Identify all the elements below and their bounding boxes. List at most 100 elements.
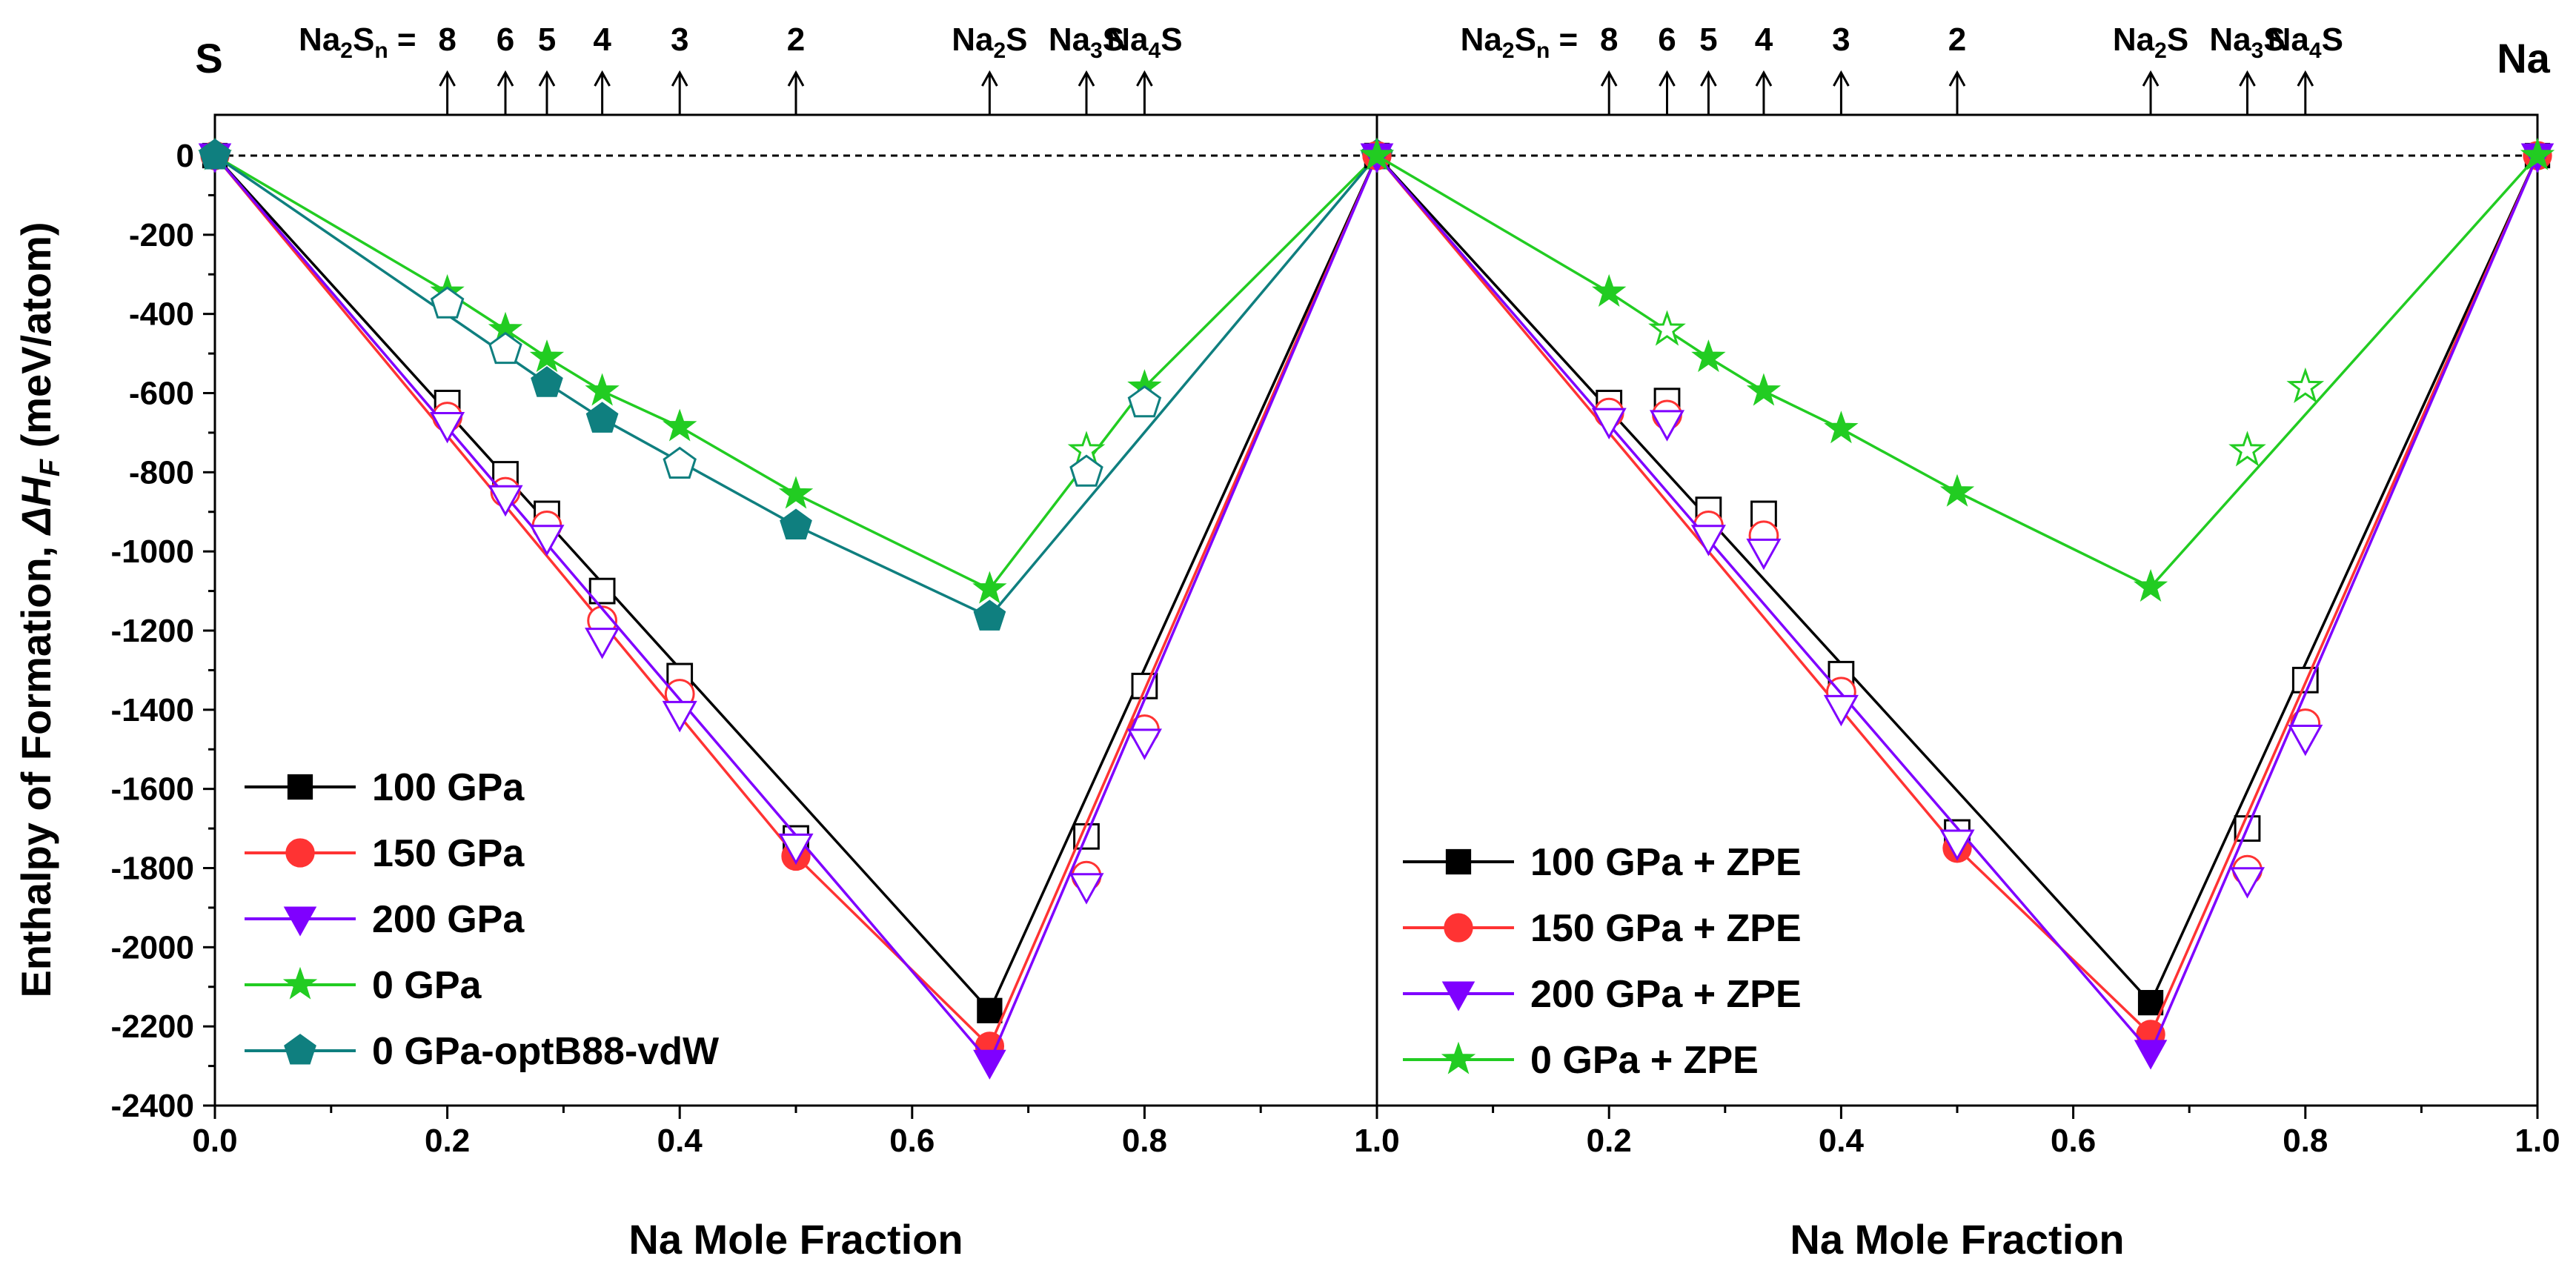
composition-label: 6 xyxy=(1658,21,1676,58)
data-point-metastable xyxy=(1126,728,1162,760)
panel-1-series xyxy=(197,137,1395,1080)
legend-swatch-marker xyxy=(285,838,315,868)
data-point xyxy=(2137,989,2164,1016)
data-point-metastable xyxy=(1648,310,1686,346)
data-point-metastable xyxy=(1127,385,1162,418)
data-point-metastable xyxy=(488,485,523,517)
y-tick-label: -1000 xyxy=(110,534,194,570)
data-point-metastable xyxy=(2229,867,2265,899)
data-point xyxy=(2133,568,2168,602)
x-axis-label: Na Mole Fraction xyxy=(628,1216,963,1263)
composition-label: 4 xyxy=(1755,21,1773,58)
data-point xyxy=(972,571,1007,604)
y-tick-label: -600 xyxy=(129,376,194,412)
legend-swatch-marker xyxy=(282,966,318,1000)
composition-arrowhead xyxy=(981,70,998,87)
data-point xyxy=(1939,473,1975,507)
composition-arrowhead xyxy=(2239,70,2256,87)
legend-swatch-marker xyxy=(1445,848,1472,875)
series-0-gpa xyxy=(197,137,1395,604)
y-tick-label: -2200 xyxy=(110,1008,194,1045)
composition-arrowhead xyxy=(1659,70,1676,87)
data-point-metastable xyxy=(1746,538,1782,571)
x-tick-label: 0.6 xyxy=(889,1123,935,1159)
data-point xyxy=(199,138,231,170)
x-tick-label: 0.8 xyxy=(1122,1123,1167,1159)
y-tick-label: -2000 xyxy=(110,929,194,966)
series-0-gpa-zpe xyxy=(1359,137,2555,602)
composition-arrowhead xyxy=(1755,70,1773,87)
composition-arrowhead xyxy=(787,70,805,87)
composition-arrowhead xyxy=(1833,70,1850,87)
y-tick-label: -1200 xyxy=(110,613,194,649)
legend-label: 150 GPa xyxy=(372,832,525,875)
legend-label: 0 GPa xyxy=(372,964,482,1007)
legend-panel-2: 100 GPa + ZPE 150 GPa + ZPE 200 GPa + ZPE 0… xyxy=(1403,841,1802,1082)
composition-prefix: Na2Sn = xyxy=(299,21,416,63)
data-point-metastable xyxy=(662,700,697,733)
x-axis-label: Na Mole Fraction xyxy=(1790,1216,2124,1263)
x-tick-label: 0.2 xyxy=(1587,1123,1632,1159)
series-line xyxy=(214,154,1378,591)
y-tick-label: -1400 xyxy=(110,692,194,728)
composition-label: 2 xyxy=(787,21,805,58)
composition-label: 6 xyxy=(497,21,514,58)
data-point-metastable xyxy=(2286,367,2325,403)
legend-label: 100 GPa xyxy=(372,766,525,809)
legend-swatch-marker xyxy=(1441,1041,1476,1074)
data-point-metastable xyxy=(2228,431,2266,467)
legend-swatch-marker xyxy=(283,906,317,937)
series-100-gpa xyxy=(202,142,1390,1023)
data-point-metastable xyxy=(585,628,620,659)
y-tick-label: -200 xyxy=(129,217,194,253)
x-tick-label: 0.0 xyxy=(192,1123,237,1159)
x-tick-label: 0.4 xyxy=(1819,1123,1865,1159)
x-axis-panel-1: 0.0 0.2 0.4 0.6 0.8 1.0 Na Mole Fraction xyxy=(192,1106,1400,1263)
y-axis-label: Enthalpy of Formation, ΔHF (meV/atom) xyxy=(13,222,66,997)
composition-arrowhead xyxy=(538,70,556,87)
composition-arrowhead xyxy=(1600,70,1618,87)
composition-arrowhead xyxy=(1700,70,1717,87)
composition-label: Na4S xyxy=(1106,21,1182,63)
y-tick-label: -1600 xyxy=(110,771,194,808)
data-point xyxy=(531,366,563,397)
data-point xyxy=(585,402,619,433)
y-tick-label: 0 xyxy=(176,138,194,174)
legend-label: 100 GPa + ZPE xyxy=(1530,841,1802,884)
data-point-metastable xyxy=(1939,829,1975,861)
composition-label: 3 xyxy=(1832,21,1850,58)
composition-arrowhead xyxy=(1078,70,1095,87)
legend-label: 0 GPa + ZPE xyxy=(1530,1039,1759,1082)
data-point-metastable xyxy=(1823,694,1859,727)
composition-arrowhead xyxy=(2297,70,2314,87)
plot-layer: 0 -200 -400 -600 -800 -1000 -1200 -1400 -1600 -18… xyxy=(13,21,2560,1263)
data-point xyxy=(780,508,812,540)
legend-swatch-marker xyxy=(287,774,313,800)
data-point-metastable xyxy=(2288,724,2323,757)
composition-label: Na4S xyxy=(2268,21,2343,63)
y-axis: 0 -200 -400 -600 -800 -1000 -1200 -1400 -1600 -18… xyxy=(110,138,215,1124)
data-point-metastable xyxy=(430,411,465,444)
data-point-metastable xyxy=(778,833,814,865)
data-point xyxy=(2520,137,2555,170)
x-tick-label: 1.0 xyxy=(2514,1123,2560,1159)
x-tick-label: 0.8 xyxy=(2283,1123,2328,1159)
data-point-metastable xyxy=(663,446,697,479)
data-point xyxy=(1359,137,1395,170)
composition-label: Na3S xyxy=(1049,21,1124,63)
data-point xyxy=(778,476,814,509)
composition-arrowhead xyxy=(594,70,611,87)
data-point xyxy=(977,997,1003,1023)
data-point-metastable xyxy=(1649,410,1685,442)
x-tick-label: 0.4 xyxy=(657,1123,703,1159)
data-point-metastable xyxy=(1069,454,1103,487)
data-point xyxy=(585,373,620,406)
data-point-metastable xyxy=(1591,408,1627,440)
data-point-metastable xyxy=(1069,873,1104,905)
series-line xyxy=(1375,154,2539,1037)
panel-2-series xyxy=(1359,137,2555,1070)
legend-swatch-marker xyxy=(1444,913,1473,943)
legend-label: 0 GPa-optB88-vdW xyxy=(372,1030,720,1073)
